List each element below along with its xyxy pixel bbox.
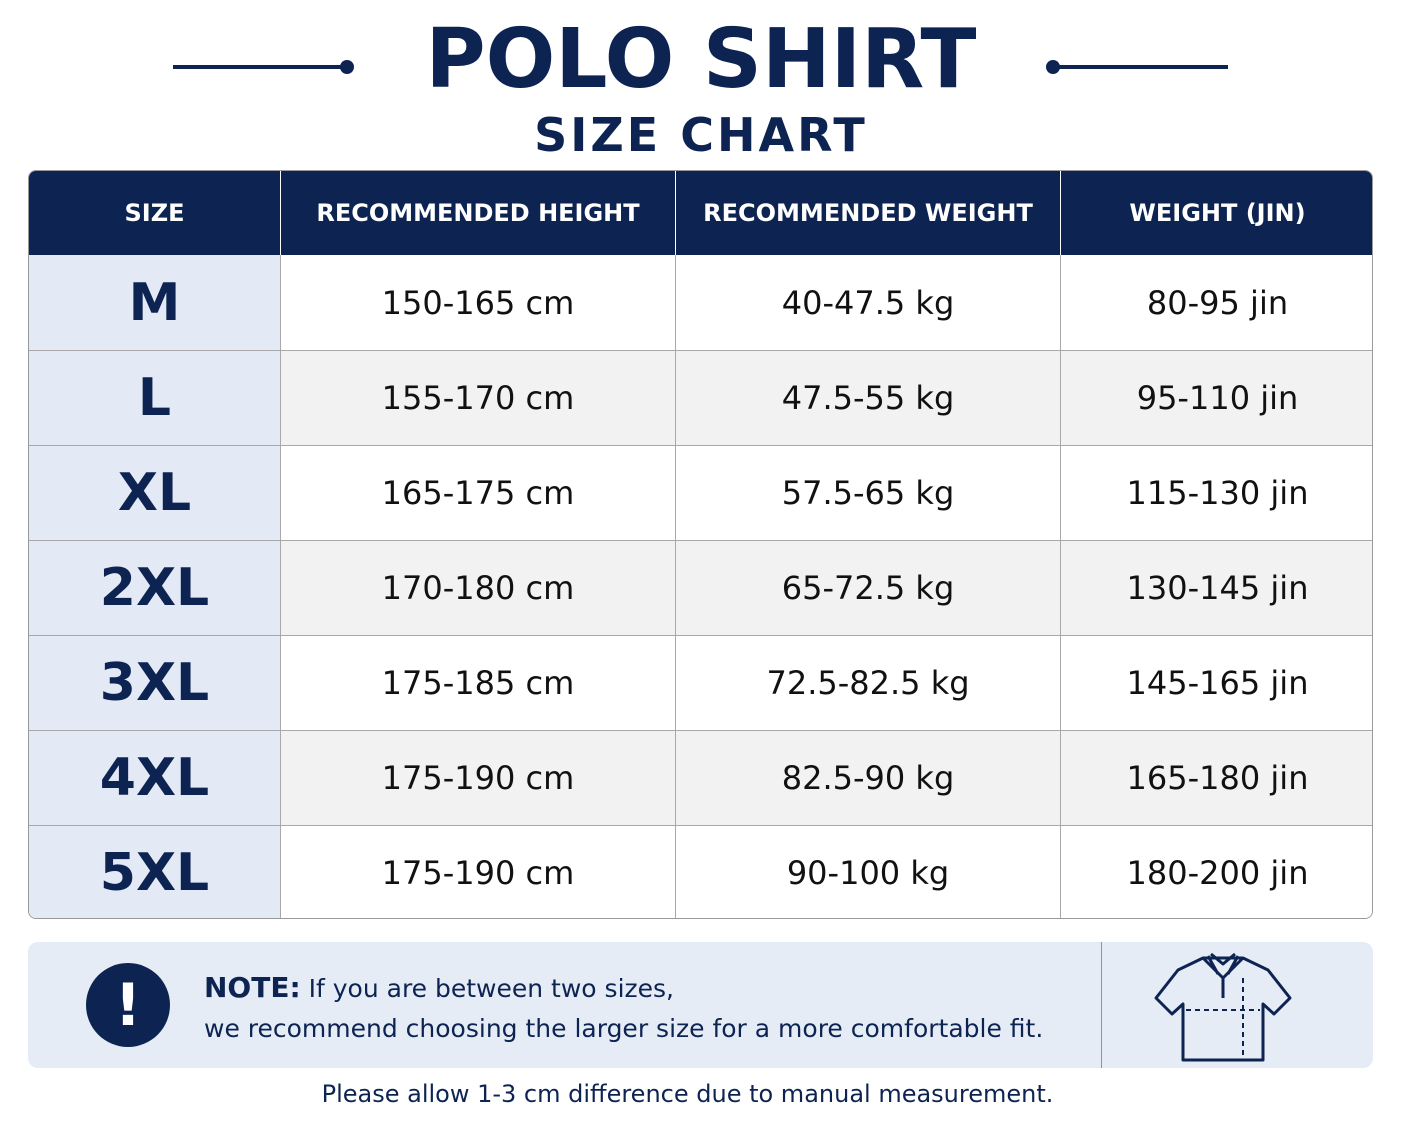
divider [1101,942,1102,1068]
size-cell: 2XL [29,540,280,635]
size-cell: 3XL [29,635,280,730]
size-cell: L [29,350,280,445]
value-cell: 170-180 cm [280,540,675,635]
note-line: we recommend choosing the larger size fo… [204,1014,1044,1043]
value-cell: 175-190 cm [280,825,675,918]
size-table: SIZE RECOMMENDED HEIGHT RECOMMENDED WEIGHT… [28,170,1373,919]
title-decor [173,60,1228,74]
size-cell: 4XL [29,730,280,825]
value-cell: 175-185 cm [280,635,675,730]
column-header: RECOMMENDED HEIGHT [280,171,675,255]
value-cell: 65-72.5 kg [675,540,1060,635]
value-cell: 165-175 cm [280,445,675,540]
note-icon: ! [86,963,170,1047]
note-text: NOTE: If you are between two sizes, we r… [204,968,1043,1049]
shirt-icon [1154,952,1292,1062]
value-cell: 165-180 jin [1060,730,1372,825]
note-label: NOTE: [204,971,301,1004]
value-cell: 82.5-90 kg [675,730,1060,825]
value-cell: 47.5-55 kg [675,350,1060,445]
note-box: ! NOTE: If you are between two sizes, we… [28,942,1373,1068]
column-header: RECOMMENDED WEIGHT [675,171,1060,255]
subtitle: SIZE CHART [534,108,868,162]
title: POLO SHIRT [425,12,977,107]
value-cell: 40-47.5 kg [675,255,1060,350]
value-cell: 90-100 kg [675,825,1060,918]
value-cell: 57.5-65 kg [675,445,1060,540]
value-cell: 72.5-82.5 kg [675,635,1060,730]
value-cell: 80-95 jin [1060,255,1372,350]
value-cell: 150-165 cm [280,255,675,350]
value-cell: 145-165 jin [1060,635,1372,730]
value-cell: 115-130 jin [1060,445,1372,540]
value-cell: 155-170 cm [280,350,675,445]
value-cell: 180-200 jin [1060,825,1372,918]
note-line: If you are between two sizes, [308,974,674,1003]
size-cell: XL [29,445,280,540]
value-cell: 95-110 jin [1060,350,1372,445]
value-cell: 175-190 cm [280,730,675,825]
size-cell: M [29,255,280,350]
size-cell: 5XL [29,825,280,918]
column-header: WEIGHT (JIN) [1060,171,1372,255]
value-cell: 130-145 jin [1060,540,1372,635]
footer: Please allow 1-3 cm difference due to ma… [321,1080,1054,1108]
column-header: SIZE [29,171,280,255]
